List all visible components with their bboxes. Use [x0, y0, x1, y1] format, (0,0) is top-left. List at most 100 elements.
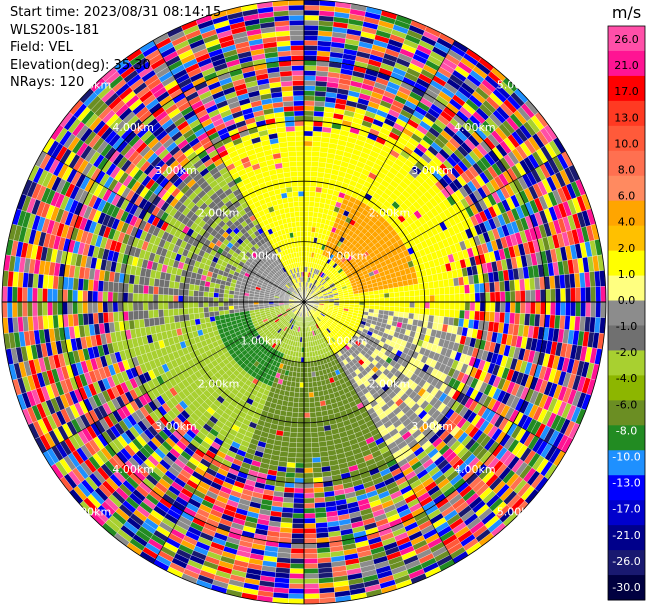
ppi-cell: [419, 295, 425, 303]
ppi-cell: [298, 397, 305, 403]
ppi-cell: [428, 281, 435, 289]
ppi-cell: [373, 293, 380, 299]
ppi-cell: [314, 95, 326, 102]
ppi-cell: [312, 125, 323, 132]
ppi-cell: [419, 301, 425, 309]
ppi-cell: [311, 371, 316, 378]
ppi-cell: [307, 366, 312, 373]
ppi-cell: [363, 295, 370, 299]
ppi-cell: [303, 417, 311, 423]
ppi-cell: [314, 196, 321, 203]
ppi-cell: [393, 286, 400, 293]
ppi-cell: [382, 284, 389, 290]
ppi-cell: [424, 301, 430, 309]
ppi-cell: [314, 401, 321, 408]
ppi-cell: [295, 376, 301, 383]
ppi-cell: [474, 292, 481, 303]
ppi-cell: [314, 512, 327, 519]
ppi-cell: [303, 226, 309, 232]
ppi-cell: [303, 221, 309, 227]
ppi-cell: [303, 4, 320, 11]
ppi-cell: [464, 310, 471, 320]
ppi-cell: [499, 301, 506, 313]
ppi-cell: [303, 487, 315, 494]
ppi-cell: [295, 457, 305, 464]
ppi-cell: [403, 290, 410, 297]
ppi-cell: [585, 301, 592, 318]
ppi-cell: [314, 191, 322, 198]
ppi-cell: [294, 386, 300, 393]
ppi-cell: [290, 553, 305, 559]
ppi-cell: [288, 598, 305, 605]
ppi-cell: [311, 156, 320, 162]
ppi-cell: [303, 457, 313, 464]
ppi-cell: [287, 457, 296, 463]
station-text: WLS200s-181: [10, 22, 100, 38]
ppi-cell: [314, 502, 326, 509]
ppi-cell: [374, 301, 380, 307]
ppi-cell: [289, 386, 296, 393]
ppi-cell: [308, 396, 315, 403]
ppi-cell: [293, 396, 300, 403]
ppi-cell: [314, 406, 322, 413]
ppi-cell: [296, 366, 301, 373]
ppi-cell: [303, 60, 317, 66]
ppi-cell: [399, 301, 405, 308]
ppi-cell: [509, 312, 516, 325]
ppi-cell: [545, 288, 551, 303]
ppi-cell: [413, 283, 420, 291]
ppi-cell: [303, 150, 313, 157]
ppi-cell: [303, 14, 320, 21]
ppi-cell: [474, 283, 481, 294]
ppi-cell: [464, 301, 471, 311]
ppi-cell: [303, 40, 318, 46]
ppi-cell: [454, 301, 461, 311]
ppi-cell: [469, 283, 476, 294]
ppi-cell: [389, 301, 395, 307]
ppi-cell: [368, 294, 375, 299]
ppi-cell: [312, 462, 322, 469]
ppi-cell: [424, 295, 430, 303]
ppi-cell: [303, 412, 311, 418]
ppi-cell: [303, 477, 314, 484]
ppi-cell: [285, 411, 293, 418]
ppi-cell: [310, 166, 319, 172]
ppi-cell: [398, 306, 405, 313]
ppi-cell: [291, 528, 305, 534]
ppi-cell: [585, 286, 592, 303]
ppi-cell: [303, 472, 314, 479]
ppi-cell: [303, 593, 320, 600]
elevation-text: Elevation(deg): 35.30: [10, 57, 151, 73]
ppi-cell: [444, 294, 451, 303]
ppi-cell: [489, 311, 496, 323]
ppi-cell: [459, 301, 466, 311]
ppi-cell: [303, 115, 314, 122]
ppi-cell: [560, 301, 566, 316]
ppi-cell: [429, 288, 435, 296]
ppi-cell: [408, 312, 415, 320]
ppi-cell: [303, 492, 315, 499]
ppi-cell: [290, 427, 298, 433]
ppi-cell: [403, 312, 410, 319]
ppi-cell: [499, 312, 506, 324]
ppi-cell: [299, 377, 305, 383]
ppi-cell: [312, 135, 322, 142]
ppi-cell: [303, 502, 315, 509]
ppi-cell: [383, 292, 390, 298]
ppi-cell: [545, 301, 551, 316]
ppi-cell: [309, 401, 316, 408]
ppi-cell: [540, 301, 546, 315]
ppi-cell: [514, 279, 521, 292]
ppi-cell: [520, 301, 526, 314]
ppi-cell: [294, 381, 300, 388]
ppi-cell: [311, 447, 320, 453]
ppi-cell: [303, 407, 310, 413]
ppi-cell: [303, 206, 310, 212]
ppi-cell: [303, 176, 311, 182]
ppi-cell: [303, 372, 309, 378]
ppi-cell: [303, 573, 319, 579]
ppi-cell: [305, 341, 309, 348]
ppi-cell: [308, 201, 315, 208]
ppi-cell: [303, 442, 312, 449]
ppi-cell: [314, 507, 327, 514]
